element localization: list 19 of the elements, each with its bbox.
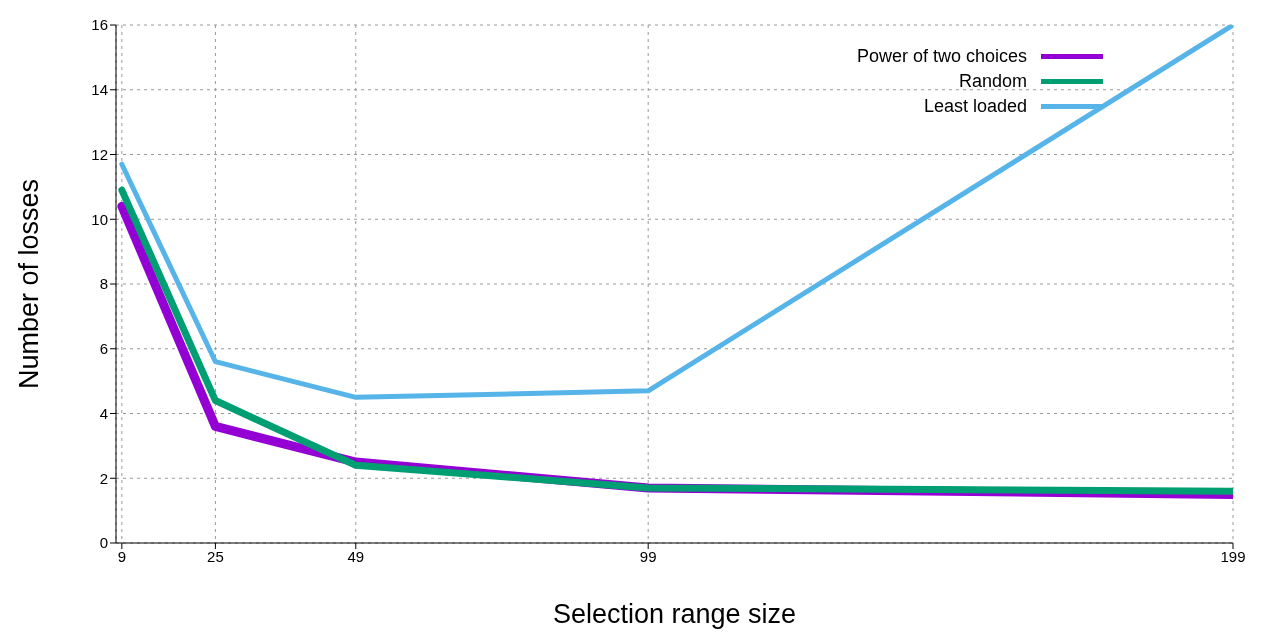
x-tick-label: 199 bbox=[1220, 547, 1246, 565]
legend-label: Random bbox=[958, 71, 1027, 92]
y-tick-label: 16 bbox=[91, 16, 108, 34]
y-tick-label: 12 bbox=[91, 145, 108, 163]
y-axis-title: Number of losses bbox=[13, 178, 44, 390]
y-tick-label: 2 bbox=[99, 469, 108, 487]
x-tick-label: 99 bbox=[639, 547, 657, 565]
y-tick-label: 6 bbox=[99, 340, 108, 358]
x-tick-label: 9 bbox=[117, 547, 127, 565]
legend-label: Least loaded bbox=[923, 96, 1027, 117]
y-tick-label: 14 bbox=[91, 81, 108, 99]
x-axis-title: Selection range size bbox=[552, 599, 797, 629]
y-tick-label: 8 bbox=[99, 275, 108, 293]
y-tick-label: 4 bbox=[99, 404, 108, 422]
x-tick-label: 49 bbox=[347, 547, 365, 565]
legend-label: Power of two choices bbox=[856, 46, 1027, 67]
y-tick-label: 10 bbox=[91, 210, 108, 228]
x-tick-label: 25 bbox=[207, 547, 224, 565]
y-tick-label: 0 bbox=[99, 534, 108, 552]
